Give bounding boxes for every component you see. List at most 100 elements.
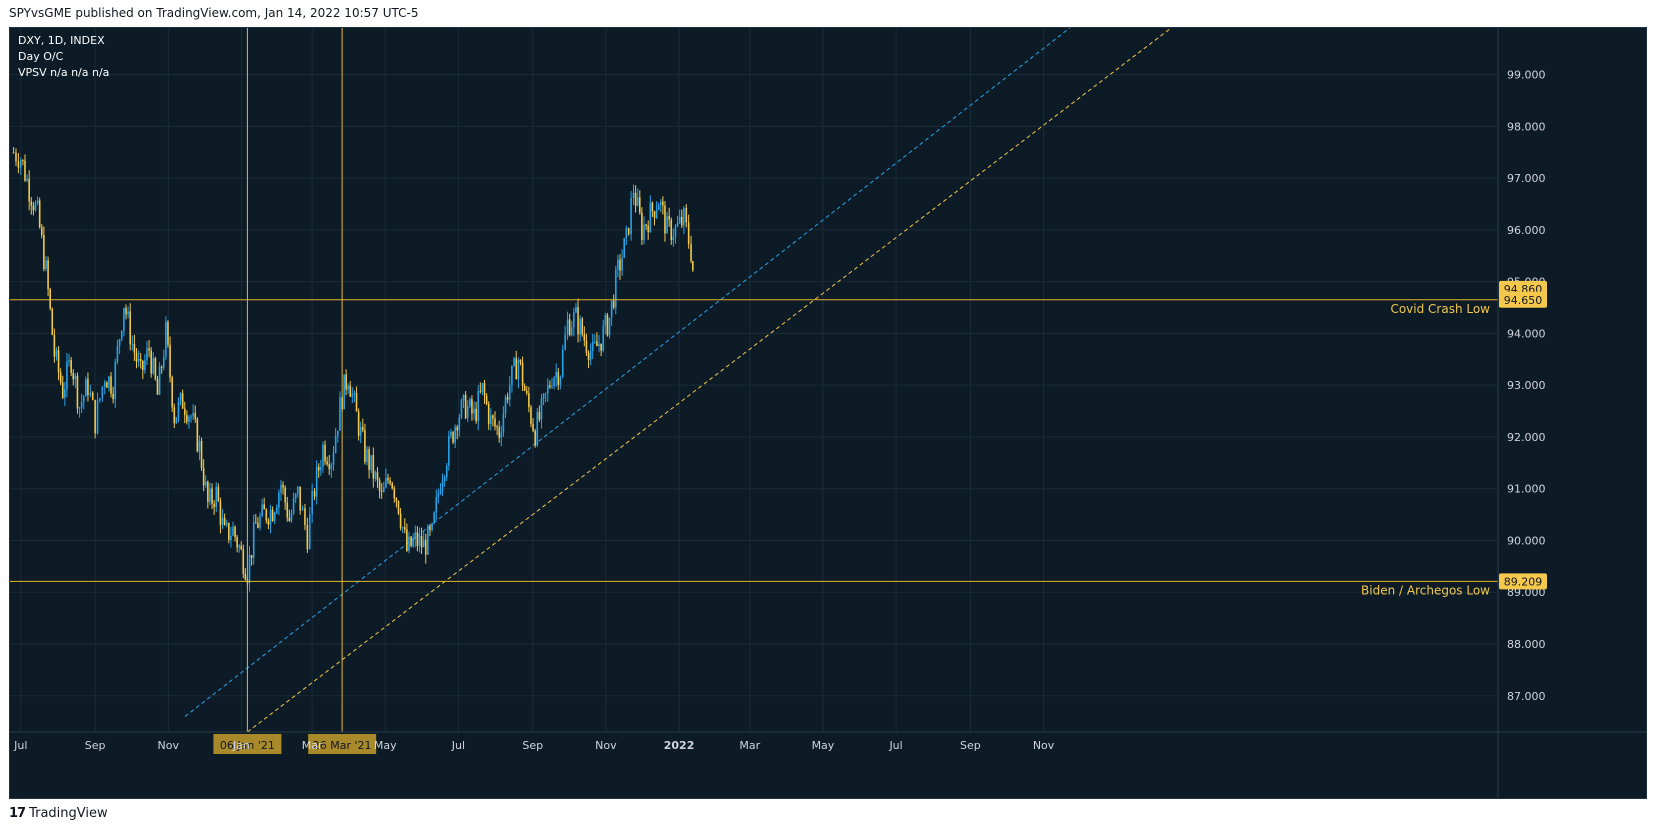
candle-body — [131, 343, 134, 345]
candle-body — [382, 487, 385, 492]
candle-body — [479, 391, 482, 393]
candle-body — [439, 489, 442, 494]
candle-body — [108, 376, 110, 388]
legend-line: Day O/C — [18, 50, 64, 63]
candle-body — [643, 224, 645, 240]
candle-body — [12, 152, 15, 154]
chart-background — [10, 28, 1646, 798]
candle-body — [575, 307, 577, 313]
candle-body — [662, 201, 664, 206]
candle-body — [441, 481, 444, 490]
candle-body — [315, 466, 318, 497]
candle-body — [471, 399, 473, 414]
candle-body — [294, 493, 297, 499]
candle-body — [473, 408, 475, 414]
candle-body — [154, 358, 157, 379]
candle-body — [385, 477, 387, 488]
candle-body — [598, 343, 600, 347]
candle-body — [414, 532, 417, 540]
candle-body — [536, 412, 539, 446]
candle-body — [418, 535, 421, 546]
candle-body — [594, 341, 596, 343]
candle-body — [608, 317, 611, 336]
candle-body — [234, 526, 236, 538]
candle-body — [349, 385, 352, 397]
candle-body — [456, 426, 459, 431]
candle-body — [225, 522, 228, 525]
candle-body — [47, 260, 49, 290]
tradingview-brand[interactable]: TradingView — [29, 806, 108, 821]
tradingview-logo-icon: 17 — [9, 806, 26, 821]
candle-body — [94, 399, 96, 434]
candle-body — [353, 393, 356, 395]
candle-body — [96, 400, 99, 434]
candle-body — [664, 205, 666, 234]
price-tick-label: 99.000 — [1507, 69, 1546, 82]
candle-body — [653, 211, 656, 218]
time-tick-label: Mar — [739, 739, 760, 752]
candle-body — [666, 216, 668, 234]
candle-body — [248, 555, 251, 584]
candle-body — [91, 392, 94, 400]
candle-body — [477, 391, 480, 422]
candle-body — [378, 480, 381, 491]
candle-body — [632, 192, 635, 199]
candle-body — [553, 377, 555, 387]
candle-body — [483, 383, 486, 396]
time-tick-label: Sep — [522, 739, 543, 752]
candle-body — [370, 455, 373, 470]
time-marker-label-bg — [308, 734, 377, 754]
candle-body — [399, 513, 402, 528]
candle-body — [515, 358, 518, 380]
candle-body — [55, 350, 58, 357]
candle-body — [53, 334, 56, 357]
candle-body — [332, 452, 335, 465]
candle-body — [284, 487, 286, 503]
candle-body — [513, 358, 515, 366]
candle-body — [194, 412, 197, 420]
candle-body — [80, 401, 83, 408]
candle-body — [219, 501, 222, 525]
price-tick-label: 88.000 — [1507, 638, 1546, 651]
candle-body — [106, 382, 108, 388]
candle-body — [308, 514, 311, 550]
candle-body — [22, 159, 24, 161]
candle-body — [573, 312, 575, 328]
candle-body — [85, 379, 87, 397]
price-tick-label: 93.000 — [1507, 379, 1546, 392]
time-tick-label: Sep — [85, 739, 106, 752]
candle-body — [687, 222, 690, 245]
candle-body — [619, 259, 621, 271]
candle-body — [89, 392, 92, 396]
candle-body — [551, 386, 553, 388]
candle-body — [433, 512, 435, 524]
candle-body — [674, 226, 677, 237]
candle-body — [223, 517, 226, 525]
candle-body — [657, 204, 660, 211]
candlestick-chart[interactable]: Covid Crash Low Biden / Archegos Low 06 J… — [10, 6, 1646, 798]
candle-body — [257, 522, 259, 528]
candle-body — [546, 385, 549, 394]
candle-body — [49, 289, 51, 309]
candle-body — [412, 539, 414, 547]
candle-body — [278, 492, 280, 508]
candle-body — [301, 508, 304, 511]
candle-body — [263, 504, 265, 510]
price-tick-label: 87.000 — [1507, 690, 1546, 703]
candle-body — [103, 382, 106, 387]
candle-body — [177, 401, 180, 418]
chart-frame[interactable]: Covid Crash Low Biden / Archegos Low 06 J… — [9, 6, 1647, 799]
candle-body — [82, 396, 85, 402]
candle-body — [452, 432, 454, 443]
candle-body — [304, 508, 306, 526]
candle-body — [647, 225, 649, 233]
candle-body — [525, 390, 528, 394]
candle-body — [395, 498, 398, 502]
candle-body — [202, 467, 205, 486]
candle-body — [343, 374, 345, 410]
candle-body — [59, 372, 62, 383]
price-axis: 99.00098.00097.00096.00095.00094.00093.0… — [1497, 28, 1547, 798]
candle-body — [112, 393, 114, 400]
candle-body — [583, 334, 586, 341]
time-marker-label-bg — [213, 734, 282, 754]
